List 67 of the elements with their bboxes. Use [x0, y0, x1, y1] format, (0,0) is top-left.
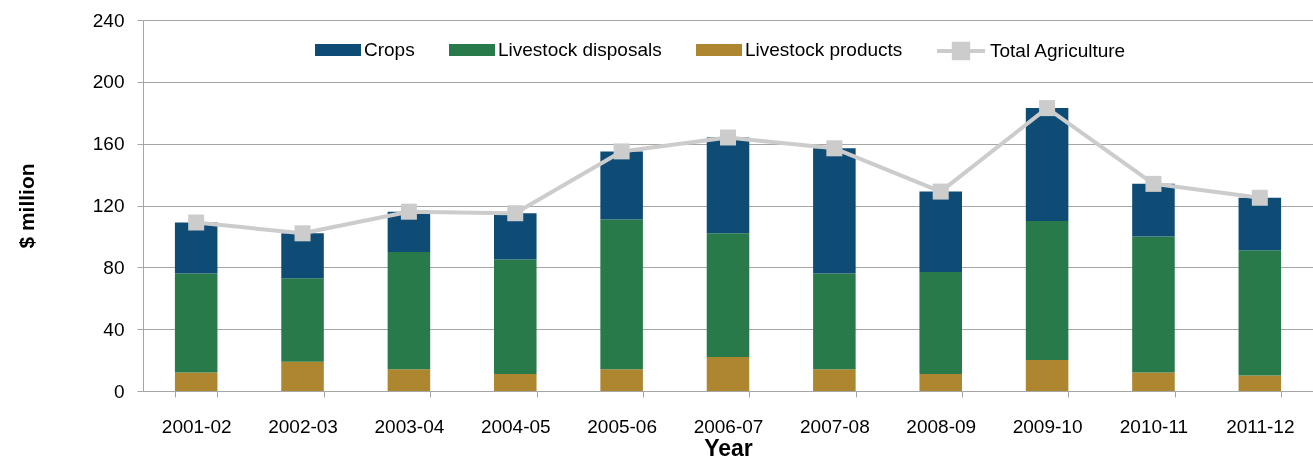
bar	[919, 374, 962, 391]
x-tick-label: 2011-12	[1226, 415, 1295, 437]
y-tick-label: 160	[92, 133, 125, 155]
point	[932, 183, 949, 200]
bar	[174, 372, 218, 391]
x-tick-label: 2009-10	[1012, 415, 1083, 437]
bar	[494, 259, 537, 374]
point	[613, 143, 630, 160]
bar	[813, 148, 856, 274]
bar	[1132, 183, 1175, 237]
x-axis-title: Year	[704, 434, 753, 461]
y-tick-label: 200	[92, 71, 125, 93]
x-tick-label: 2002-03	[268, 415, 338, 437]
y-tick-label: 40	[103, 318, 125, 340]
point	[400, 203, 417, 220]
bar	[1238, 197, 1282, 251]
y-tick-label: 0	[113, 380, 125, 402]
bar	[1025, 220, 1069, 361]
legend-label: Total Agriculture	[990, 40, 1126, 61]
bar	[813, 369, 856, 391]
bar	[174, 222, 218, 274]
legend-label: Livestock disposals	[498, 39, 662, 60]
point	[507, 205, 524, 222]
bar	[1132, 236, 1175, 373]
bar	[1238, 250, 1282, 376]
x-tick-label: 2001-02	[161, 415, 232, 437]
point	[1145, 175, 1162, 192]
bar	[706, 356, 750, 391]
point	[188, 214, 205, 231]
point	[720, 129, 736, 146]
point	[1039, 100, 1056, 117]
point	[294, 225, 311, 242]
y-tick-label: 80	[103, 256, 125, 278]
bar	[706, 233, 750, 357]
bar	[387, 369, 431, 391]
x-tick-label: 2007-08	[800, 415, 870, 437]
bar	[1132, 372, 1175, 391]
legend-label: Crops	[364, 39, 415, 60]
x-tick-label: 2004-05	[480, 415, 551, 437]
x-tick-label: 2010-11	[1119, 415, 1189, 437]
bar	[174, 273, 218, 373]
bar	[1025, 360, 1069, 391]
bar	[600, 369, 643, 391]
bar	[1238, 375, 1282, 391]
bar	[494, 213, 537, 260]
point	[826, 140, 843, 157]
x-tick-label: 2008-09	[906, 415, 977, 437]
legend-label: Livestock products	[745, 39, 903, 60]
x-tick-label: 2005-06	[587, 415, 657, 437]
x-tick-label: 2003-04	[374, 415, 445, 437]
bar	[600, 219, 643, 370]
y-axis-title: $ million	[14, 163, 38, 249]
bar	[706, 137, 750, 234]
bar	[387, 251, 431, 370]
bar	[494, 374, 537, 391]
bar	[281, 278, 324, 362]
bar	[281, 233, 324, 279]
point	[1251, 189, 1268, 206]
y-tick-label: 240	[92, 9, 125, 31]
bar	[919, 191, 962, 272]
x-tick-label: 2006-07	[693, 415, 764, 437]
bar	[600, 151, 643, 220]
y-tick-label: 120	[92, 195, 125, 216]
bar	[919, 271, 962, 374]
bar	[813, 273, 856, 370]
bar	[1025, 108, 1069, 221]
bar	[281, 361, 324, 391]
